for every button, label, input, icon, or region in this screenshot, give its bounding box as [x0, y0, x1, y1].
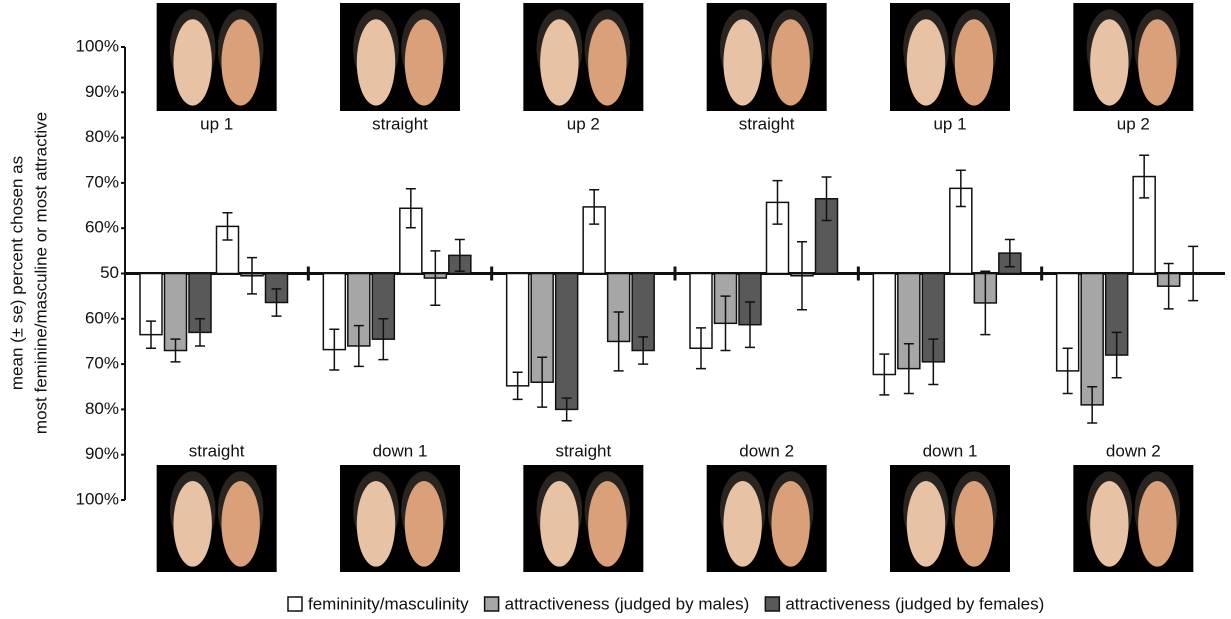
error-bar	[955, 169, 966, 208]
error-bar	[512, 371, 523, 401]
y-tick-label: 70%	[85, 354, 119, 373]
error-bar	[772, 179, 783, 225]
error-bar	[454, 238, 465, 272]
face	[356, 19, 396, 106]
error-bar	[146, 320, 156, 349]
error-bar	[928, 338, 939, 386]
error-bar	[561, 397, 572, 422]
bar	[505, 272, 530, 387]
error-bar	[980, 270, 991, 336]
face	[1090, 481, 1129, 567]
error-bar	[696, 327, 706, 370]
lower-label: straight	[189, 441, 245, 460]
error-bar	[222, 212, 233, 241]
face	[1138, 19, 1177, 106]
face	[221, 481, 260, 567]
lower-label: down 2	[739, 441, 794, 460]
error-bar	[638, 336, 649, 365]
upper-label: straight	[372, 114, 428, 133]
error-bar	[1004, 238, 1015, 268]
error-bar	[170, 338, 181, 363]
y-tick-label: 70%	[85, 172, 119, 191]
upper-label: up 1	[200, 114, 233, 133]
face	[771, 19, 810, 106]
y-tick-label: 80%	[85, 127, 119, 146]
error-bar	[329, 328, 340, 371]
lower-label: straight	[555, 441, 611, 460]
error-bar	[613, 311, 624, 372]
face	[723, 19, 762, 106]
error-bar	[1062, 347, 1073, 395]
bar	[554, 272, 579, 411]
legend-swatch	[764, 596, 781, 612]
face	[404, 481, 444, 567]
error-bar	[797, 241, 807, 311]
upper-label: straight	[739, 114, 795, 133]
error-bar	[1163, 262, 1174, 310]
error-bar	[879, 353, 890, 396]
error-bar	[1087, 386, 1098, 424]
y-tick-label: 80%	[85, 399, 119, 418]
face	[906, 19, 946, 106]
error-bar	[1188, 245, 1199, 302]
error-bar	[903, 342, 914, 395]
error-bar	[195, 318, 205, 347]
bar	[1080, 272, 1104, 406]
error-bar	[1111, 331, 1122, 379]
lower-label: down 2	[1106, 441, 1161, 460]
face	[540, 481, 579, 567]
legend-label: femininity/masculinity	[308, 594, 469, 613]
y-tick-label: 100%	[76, 36, 119, 55]
legend-label: attractiveness (judged by females)	[785, 594, 1044, 613]
error-bar	[271, 288, 282, 317]
y-tick-label: 60%	[85, 308, 119, 327]
legend-swatch	[287, 596, 303, 612]
legend-swatch	[483, 596, 500, 612]
face	[954, 19, 994, 106]
face	[1138, 481, 1177, 567]
face	[404, 19, 444, 106]
face	[356, 481, 396, 567]
face	[221, 19, 260, 106]
error-bar	[430, 250, 441, 306]
face	[723, 481, 762, 567]
upper-label: up 2	[567, 114, 600, 133]
upper-label: up 2	[1117, 114, 1150, 133]
face	[173, 19, 212, 106]
y-tick-label: 100%	[76, 489, 119, 508]
face	[588, 481, 627, 567]
y-axis-title: mean (± se) percent chosen as	[7, 156, 26, 390]
y-tick-label: 90%	[85, 82, 119, 101]
error-bar	[745, 301, 755, 349]
error-bar	[353, 324, 364, 368]
error-bar	[405, 188, 416, 229]
error-bar	[537, 356, 548, 408]
error-bar	[378, 318, 389, 361]
face	[771, 481, 810, 567]
error-bar	[247, 256, 257, 295]
y-axis-title: most feminine/masculine or most attracti…	[31, 112, 50, 434]
error-bar	[821, 176, 832, 222]
lower-label: down 1	[373, 441, 428, 460]
face	[1090, 19, 1129, 106]
error-bar	[1139, 154, 1150, 199]
face	[954, 481, 994, 567]
face	[588, 19, 627, 106]
upper-label: up 1	[933, 114, 966, 133]
face	[540, 19, 579, 106]
error-bar	[589, 188, 600, 225]
lower-label: down 1	[923, 441, 978, 460]
face	[173, 481, 212, 567]
error-bar	[720, 295, 731, 352]
y-tick-label: 50	[100, 263, 119, 282]
face	[906, 481, 946, 567]
legend-label: attractiveness (judged by males)	[505, 594, 750, 613]
y-tick-label: 90%	[85, 444, 119, 463]
y-tick-label: 60%	[85, 218, 119, 237]
